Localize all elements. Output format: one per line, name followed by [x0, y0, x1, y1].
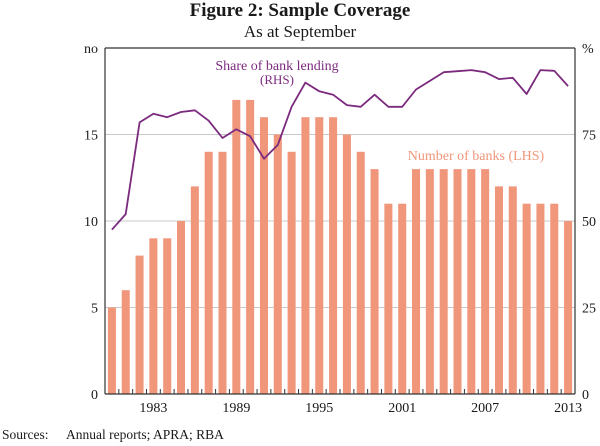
bar-2005	[453, 169, 462, 394]
bar-2000	[384, 203, 393, 394]
bar-2004	[439, 169, 448, 394]
right-tick-label: 25	[582, 302, 596, 317]
bar-1994	[301, 117, 310, 394]
bar-1981	[121, 290, 130, 394]
annotation-number-of-banks: Number of banks (LHS)	[408, 149, 545, 164]
bar-2010	[522, 203, 531, 394]
bar-2001	[398, 203, 407, 394]
left-tick-label: 0	[91, 388, 98, 403]
x-tick-label: 2001	[388, 401, 416, 416]
bar-1988	[218, 151, 227, 394]
bar-1995	[315, 117, 324, 394]
share-of-bank-lending-line	[111, 69, 569, 231]
right-tick-label: 0	[582, 388, 589, 403]
bar-1993	[287, 151, 296, 394]
bar-1991	[259, 117, 268, 394]
bar-2011	[536, 203, 545, 394]
right-axis-unit-label: %	[582, 42, 594, 57]
x-tick-label: 2007	[471, 401, 499, 416]
figure-subtitle: As at September	[243, 22, 357, 41]
right-tick-label: 50	[582, 215, 596, 230]
bar-1986	[190, 186, 199, 394]
source-note: Sources: Annual reports; APRA; RBA	[2, 427, 224, 443]
bar-2009	[508, 186, 517, 394]
x-tick-label: 1989	[222, 401, 250, 416]
left-axis-unit-label: no	[84, 42, 98, 57]
bar-1987	[204, 151, 213, 394]
bar-2002	[412, 169, 421, 394]
figure-title: Figure 2: Sample Coverage	[189, 0, 411, 21]
left-tick-label: 10	[84, 215, 98, 230]
bar-2007	[481, 169, 490, 394]
bar-1996	[329, 117, 338, 394]
left-tick-label: 15	[84, 129, 98, 144]
bar-1997	[342, 134, 351, 394]
bar-2006	[467, 169, 476, 394]
annotation-rhs: (RHS)	[260, 72, 294, 87]
left-tick-label: 5	[91, 302, 98, 317]
bar-1989	[232, 99, 241, 395]
annotation-share-of-bank-lending: Share of bank lending	[215, 59, 338, 74]
bar-1985	[177, 221, 186, 394]
x-tick-label: 1995	[305, 401, 333, 416]
bar-1998	[356, 151, 365, 394]
bar-1992	[273, 134, 282, 394]
line-series	[111, 69, 569, 231]
x-tick-label: 2013	[554, 401, 582, 416]
axis-labels: 0 5 10 15 no 0 25 50 75% 1983 1989 1995 2001 2007 2013	[84, 42, 596, 416]
bar-series	[107, 99, 573, 395]
bar-1980	[107, 307, 116, 394]
bar-2008	[494, 186, 503, 394]
source-label: Sources:	[2, 427, 49, 442]
x-tick-label: 1983	[139, 401, 167, 416]
bar-1999	[370, 169, 379, 394]
right-tick-label: 75	[582, 129, 596, 144]
bar-2012	[550, 203, 559, 394]
bar-2013	[564, 221, 573, 394]
source-text: Annual reports; APRA; RBA	[66, 427, 224, 442]
bar-1982	[135, 255, 144, 394]
bar-1984	[163, 238, 172, 394]
bar-2003	[425, 169, 434, 394]
bar-1983	[149, 238, 158, 394]
bar-1990	[246, 99, 255, 395]
axes	[104, 47, 576, 395]
